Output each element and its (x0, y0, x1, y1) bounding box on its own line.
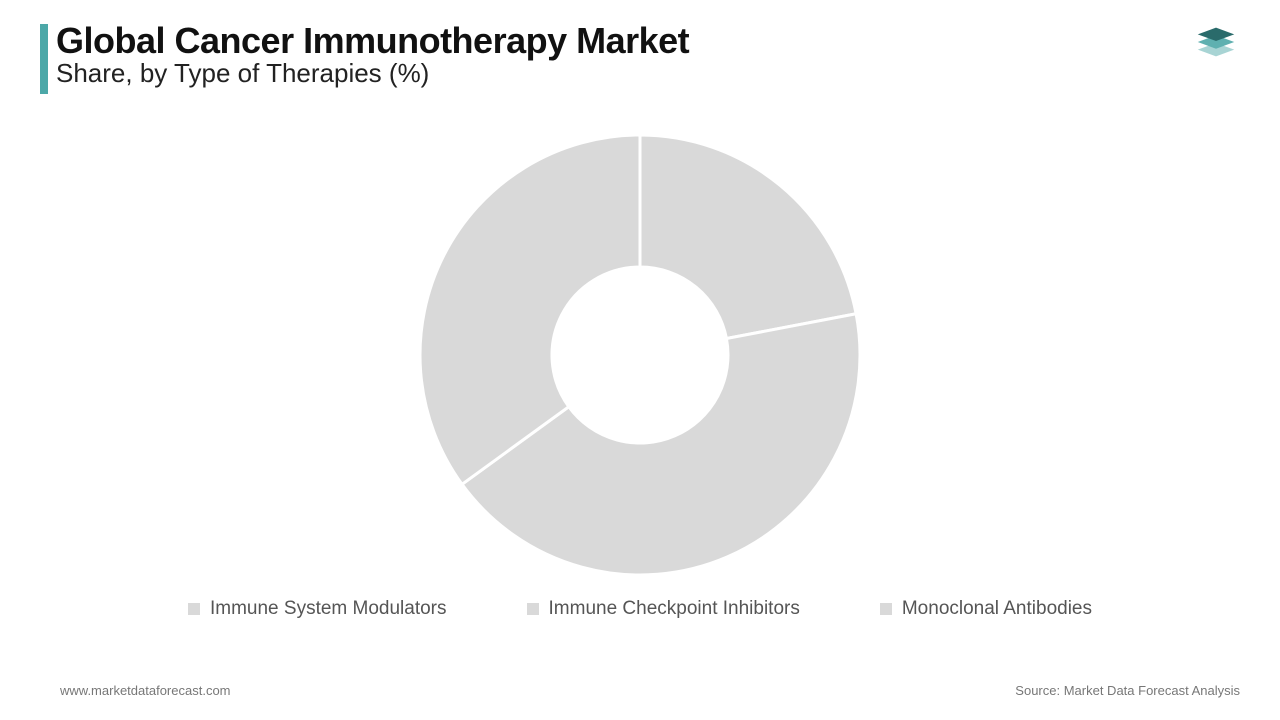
legend-swatch-icon (527, 603, 539, 615)
title-block: Global Cancer Immunotherapy Market Share… (56, 22, 689, 89)
donut-slice (420, 135, 640, 484)
donut-chart (420, 135, 860, 575)
page-container: Global Cancer Immunotherapy Market Share… (0, 0, 1280, 720)
legend-swatch-icon (880, 603, 892, 615)
chart-area (0, 120, 1280, 590)
legend-label: Immune Checkpoint Inhibitors (549, 598, 800, 620)
chart-legend: Immune System Modulators Immune Checkpoi… (0, 598, 1280, 620)
footer-source: Source: Market Data Forecast Analysis (1015, 683, 1240, 698)
legend-label: Monoclonal Antibodies (902, 598, 1092, 620)
legend-item: Immune System Modulators (188, 598, 447, 620)
brand-logo-icon (1192, 18, 1240, 66)
footer-url: www.marketdataforecast.com (60, 683, 231, 698)
donut-slice (640, 135, 856, 339)
page-subtitle: Share, by Type of Therapies (%) (56, 58, 689, 89)
legend-label: Immune System Modulators (210, 598, 447, 620)
title-accent-bar (40, 24, 48, 94)
legend-item: Immune Checkpoint Inhibitors (527, 598, 800, 620)
legend-item: Monoclonal Antibodies (880, 598, 1092, 620)
page-title: Global Cancer Immunotherapy Market (56, 22, 689, 60)
legend-swatch-icon (188, 603, 200, 615)
